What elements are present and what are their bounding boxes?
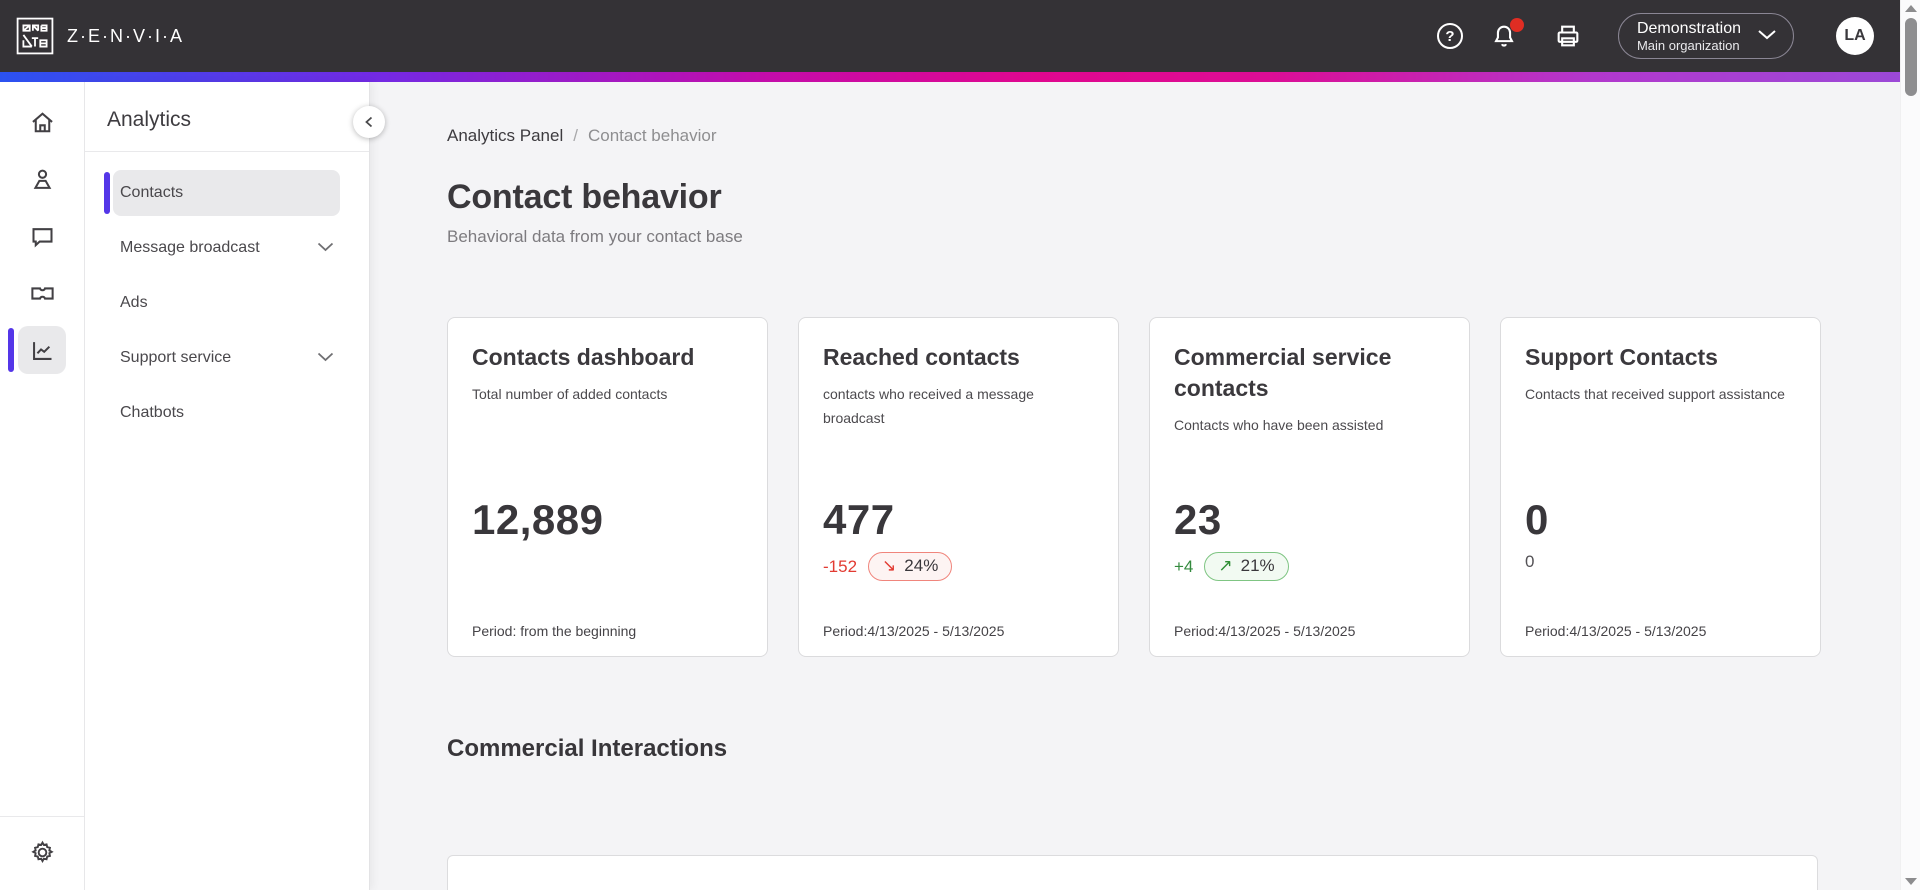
- card-period: Period:4/13/2025 - 5/13/2025: [823, 623, 1005, 639]
- help-button[interactable]: ?: [1430, 16, 1470, 56]
- scrollbar-up-arrow[interactable]: [1905, 5, 1917, 12]
- sidebar-item-chatbots[interactable]: Chatbots: [113, 390, 340, 436]
- sidebar-item-ads[interactable]: Ads: [113, 280, 340, 326]
- chevron-down-icon: [1757, 27, 1777, 45]
- breadcrumb-analytics-panel[interactable]: Analytics Panel: [447, 126, 564, 145]
- page-title: Contact behavior: [447, 178, 722, 216]
- card-title: Reached contacts: [823, 344, 1020, 370]
- trend-badge: ↘ 24%: [868, 552, 953, 581]
- stat-cards-row: Contacts dashboard Total number of added…: [447, 317, 1920, 657]
- sidebar-item-message-broadcast[interactable]: Message broadcast: [113, 225, 340, 271]
- card-description: Contacts that received support assistanc…: [1525, 386, 1785, 402]
- commercial-interactions-panel: [447, 855, 1818, 890]
- card-commercial-service-contacts: Commercial service contacts Contacts who…: [1149, 317, 1470, 657]
- organization-subtitle: Main organization: [1636, 37, 1740, 53]
- scrollbar-thumb[interactable]: [1905, 18, 1917, 96]
- delta-value: +4: [1174, 556, 1194, 576]
- sidebar-divider: [85, 151, 369, 152]
- card-value: 477: [823, 496, 895, 543]
- main-content: Analytics Panel / Contact behavior Conta…: [370, 82, 1920, 890]
- chat-bubble-icon: [31, 227, 53, 247]
- notification-badge: [1509, 18, 1524, 32]
- sidebar-item-support-service[interactable]: Support service: [113, 335, 340, 381]
- nav-rail-contacts[interactable]: [0, 151, 85, 207]
- card-delta-row: 0: [1525, 552, 1534, 572]
- trend-percentage: 21%: [1240, 556, 1275, 575]
- breadcrumb: Analytics Panel / Contact behavior: [447, 126, 1920, 146]
- card-delta-row: +4 ↗ 21%: [1174, 552, 1289, 581]
- gear-icon: [30, 840, 54, 863]
- delta-value: 0: [1525, 552, 1535, 571]
- nav-rail-bottom: [0, 816, 84, 890]
- ticket-icon: [30, 286, 54, 300]
- bell-icon: [1494, 25, 1514, 47]
- notifications-button[interactable]: [1484, 16, 1524, 56]
- delta-value: -152: [823, 556, 858, 576]
- analytics-sidebar: Analytics Contacts Message broadcast Ads: [85, 82, 385, 890]
- section-title-commercial-interactions: Commercial Interactions: [447, 735, 728, 762]
- card-description: contacts who received a message broadcas…: [823, 386, 1034, 426]
- sidebar-item-label: Chatbots: [120, 404, 185, 421]
- sidebar-item-label: Support service: [120, 349, 232, 366]
- app-header: Z·E·N·V·I·A ? Demonstration Main organiz…: [0, 0, 1920, 72]
- sidebar-collapse-button[interactable]: [353, 106, 385, 138]
- card-delta-row: -152 ↘ 24%: [823, 552, 953, 581]
- brand-text: Z·E·N·V·I·A: [67, 25, 184, 46]
- card-period: Period:4/13/2025 - 5/13/2025: [1174, 623, 1356, 639]
- person-icon: [33, 169, 51, 189]
- app-body: Analytics Contacts Message broadcast Ads: [0, 82, 1920, 890]
- line-chart-icon: [32, 341, 51, 360]
- print-button[interactable]: [1548, 16, 1588, 56]
- organization-switcher[interactable]: Demonstration Main organization: [1617, 13, 1794, 59]
- user-avatar[interactable]: LA: [1836, 17, 1874, 55]
- card-title: Contacts dashboard: [472, 344, 695, 370]
- breadcrumb-current: Contact behavior: [587, 126, 717, 145]
- help-icon: ?: [1436, 23, 1463, 49]
- brand-gradient-bar: [0, 72, 1920, 82]
- sidebar-items: Contacts Message broadcast Ads Support s…: [85, 152, 369, 436]
- card-period: Period: from the beginning: [472, 623, 637, 639]
- card-value: 12,889: [472, 496, 604, 543]
- trend-percentage: 24%: [904, 556, 939, 575]
- home-icon: [31, 111, 53, 132]
- card-description: Total number of added contacts: [472, 386, 668, 402]
- chevron-down-icon: [317, 239, 334, 257]
- card-description: Contacts who have been assisted: [1174, 417, 1384, 433]
- card-title: Commercial service contacts: [1174, 344, 1392, 401]
- card-value: 23: [1174, 496, 1222, 543]
- sidebar-item-contacts[interactable]: Contacts: [104, 170, 340, 216]
- sidebar-item-label: Message broadcast: [120, 239, 260, 256]
- chevron-down-icon: [317, 349, 334, 367]
- trend-down-icon: ↘: [882, 556, 897, 575]
- nav-rail-home[interactable]: [0, 94, 85, 150]
- nav-rail-analytics[interactable]: [0, 322, 85, 378]
- nav-rail-settings[interactable]: [0, 830, 84, 874]
- sidebar-title: Analytics: [107, 108, 192, 131]
- zenvia-logo-icon[interactable]: [15, 16, 55, 56]
- card-title: Support Contacts: [1525, 344, 1718, 370]
- card-reached-contacts: Reached contacts contacts who received a…: [798, 317, 1119, 657]
- printer-icon: [1557, 25, 1579, 47]
- card-value: 0: [1525, 496, 1549, 543]
- breadcrumb-separator: /: [573, 126, 578, 145]
- card-support-contacts: Support Contacts Contacts that received …: [1500, 317, 1821, 657]
- trend-badge: ↗ 21%: [1204, 552, 1289, 581]
- page-subtitle: Behavioral data from your contact base: [447, 227, 743, 246]
- chevron-left-icon: [365, 116, 373, 128]
- card-period: Period:4/13/2025 - 5/13/2025: [1525, 623, 1707, 639]
- nav-rail-tickets[interactable]: [0, 265, 85, 321]
- sidebar-item-label: Ads: [120, 294, 148, 311]
- vertical-scrollbar[interactable]: [1900, 0, 1920, 890]
- trend-up-icon: ↗: [1218, 556, 1233, 575]
- nav-rail-conversations[interactable]: [0, 208, 85, 264]
- nav-rail: [0, 82, 85, 890]
- card-contacts-dashboard: Contacts dashboard Total number of added…: [447, 317, 768, 657]
- organization-name: Demonstration: [1636, 19, 1741, 37]
- sidebar-item-label: Contacts: [120, 184, 184, 201]
- nav-rail-active-highlight: [18, 326, 66, 374]
- scrollbar-down-arrow[interactable]: [1905, 878, 1917, 885]
